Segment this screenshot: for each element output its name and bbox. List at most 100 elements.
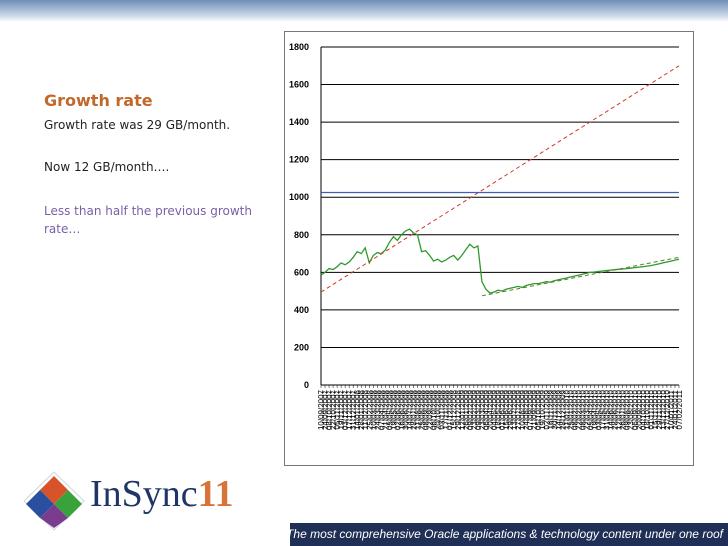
x-tick-label: 30/06/2008 <box>401 389 410 430</box>
y-tick-label: 400 <box>294 305 309 315</box>
y-tick-label: 1800 <box>289 42 309 52</box>
x-tick-label: 11/02/2008 <box>361 389 370 429</box>
x-tick-label: 16/06/2008 <box>397 389 406 430</box>
x-tick-label: 05/04/2010 <box>587 389 596 430</box>
x-tick-label: 29/12/2008 <box>454 389 463 430</box>
x-tick-label: 28/07/2008 <box>410 389 419 430</box>
x-tick-label: 25/08/2008 <box>418 389 427 430</box>
x-tick-label: 14/01/2008 <box>353 389 362 430</box>
y-tick-label: 600 <box>294 267 309 277</box>
database-size-line <box>320 228 680 294</box>
x-tick-label: 23/02/2009 <box>470 389 479 430</box>
x-tick-label: 11/08/2008 <box>414 389 423 429</box>
y-tick-label: 1200 <box>289 155 309 165</box>
x-tick-label: 02/11/2009 <box>542 389 551 429</box>
x-tick-label: 28/06/2010 <box>611 389 620 430</box>
y-tick-label: 200 <box>294 342 309 352</box>
x-tick-label: 26/07/2010 <box>619 389 628 430</box>
x-tick-label: 01/11/2010 <box>647 389 656 429</box>
x-tick-label: 06/04/2009 <box>482 389 491 430</box>
x-tick-label: 09/02/2009 <box>466 389 475 430</box>
bullet-comparison: Less than half the previous growth rate… <box>44 204 252 236</box>
x-tick-label: 08/03/2010 <box>578 389 587 430</box>
x-tick-label: 10/01/2011 <box>667 389 676 429</box>
chart-frame: 0 200 400 600 800 1000 1200 1400 1600 1800 10/09/2… <box>284 31 694 466</box>
bullet-old-rate: Growth rate was 29 GB/month. <box>44 118 231 132</box>
x-tick-label: 07/04/2008 <box>377 389 386 430</box>
x-tick-label: 23/03/2009 <box>478 389 487 430</box>
x-tick-label: 13/12/2010 <box>659 389 668 430</box>
x-tick-label: 19/11/2007 <box>337 389 346 429</box>
x-tick-label: 06/10/2008 <box>430 389 439 430</box>
bullet-new-rate: Now 12 GB/month…. <box>44 160 170 174</box>
x-tick-label: 24/01/2011 <box>671 389 680 429</box>
x-tick-label: 04/05/2009 <box>490 389 499 430</box>
x-tick-label: 03/05/2010 <box>595 389 604 430</box>
x-tick-label: 15/11/2010 <box>651 389 660 429</box>
x-tick-label: 14/06/2010 <box>607 389 616 430</box>
x-tick-label: 12/07/2010 <box>615 389 624 430</box>
x-tick-label: 05/10/2009 <box>534 389 543 430</box>
x-tick-label: 24/03/2008 <box>373 389 382 430</box>
x-tick-label: 18/10/2010 <box>643 389 652 430</box>
x-tick-label: 14/12/2009 <box>554 389 563 430</box>
x-tick-label: 21/04/2008 <box>381 389 390 430</box>
x-tick-label: 20/09/2010 <box>635 389 644 430</box>
footer-bar: The most comprehensive Oracle applicatio… <box>286 523 728 546</box>
x-tick-label: 19/04/2010 <box>591 389 600 430</box>
x-tick-label: 08/02/2010 <box>570 389 579 430</box>
x-tick-label: 08/09/2008 <box>422 389 431 430</box>
logo-wordmark: InSync11 <box>90 472 234 516</box>
x-tick-label: 05/11/2007 <box>333 389 342 429</box>
x-tick-label: 31/12/2007 <box>349 389 358 430</box>
x-tick-label: 27/07/2009 <box>514 389 523 430</box>
x-tick-label: 09/03/2009 <box>474 389 483 430</box>
slide-heading: Growth rate <box>44 91 153 110</box>
x-tick-label: 20/10/2008 <box>434 389 443 430</box>
text-panel: Growth rate Growth rate was 29 GB/month.… <box>44 90 264 238</box>
growth-chart: 0 200 400 600 800 1000 1200 1400 1600 1800 10/09/2… <box>289 42 684 430</box>
x-tick-label: 15/06/2009 <box>502 389 511 430</box>
x-tick-label: 11/01/2010 <box>562 389 571 429</box>
insync-logo: InSync11 <box>22 470 234 532</box>
x-tick-label: 03/11/2008 <box>438 389 447 429</box>
x-tick-label: 17/12/2007 <box>345 389 354 430</box>
x-tick-label: 29/11/2010 <box>655 389 664 429</box>
x-tick-label: 26/01/2009 <box>462 389 471 430</box>
x-tick-label: 22/02/2010 <box>574 389 583 430</box>
x-tick-label: 18/05/2009 <box>494 389 503 430</box>
x-tick-label: 23/08/2010 <box>627 389 636 430</box>
logo-number: 11 <box>197 473 234 515</box>
x-tick-label: 22/03/2010 <box>582 389 591 430</box>
x-tick-label: 17/11/2008 <box>442 389 451 429</box>
x-tick-label: 10/09/2007 <box>317 389 326 430</box>
x-tick-label: 01/12/2008 <box>446 389 455 430</box>
x-tick-label: 22/10/2007 <box>329 389 338 430</box>
x-tick-label: 31/05/2010 <box>603 389 612 430</box>
y-tick-label: 800 <box>294 230 309 240</box>
x-tick-label: 09/08/2010 <box>623 389 632 430</box>
x-tick-label: 24/08/2009 <box>522 389 531 430</box>
x-tick-label: 24/09/2007 <box>321 389 330 430</box>
y-tick-label: 1400 <box>289 117 309 127</box>
x-tick-label: 13/07/2009 <box>510 389 519 430</box>
x-tick-label: 16/11/2009 <box>546 389 555 429</box>
top-band <box>0 0 728 22</box>
trend-line-new <box>481 256 680 297</box>
x-tick-label: 05/05/2008 <box>385 389 394 430</box>
x-tick-label: 02/06/2008 <box>393 389 402 430</box>
x-tick-label: 04/10/2010 <box>639 389 648 430</box>
x-tick-label: 19/05/2008 <box>389 389 398 430</box>
x-tick-label: 03/12/2007 <box>341 389 350 430</box>
y-tick-label: 0 <box>304 380 309 390</box>
x-tick-label: 21/09/2009 <box>530 389 539 430</box>
x-tick-label: 07/02/2011 <box>675 389 684 429</box>
trend-line-old <box>320 65 680 293</box>
x-tick-label: 25/02/2008 <box>365 389 374 430</box>
logo-diamond-icon <box>23 471 85 531</box>
x-tick-label: 28/12/2009 <box>558 389 567 430</box>
x-tick-label: 14/07/2008 <box>405 389 414 430</box>
x-tick-label: 01/06/2009 <box>498 389 507 430</box>
footer-tagline: The most comprehensive Oracle applicatio… <box>286 527 723 541</box>
y-tick-label: 1600 <box>289 80 309 90</box>
